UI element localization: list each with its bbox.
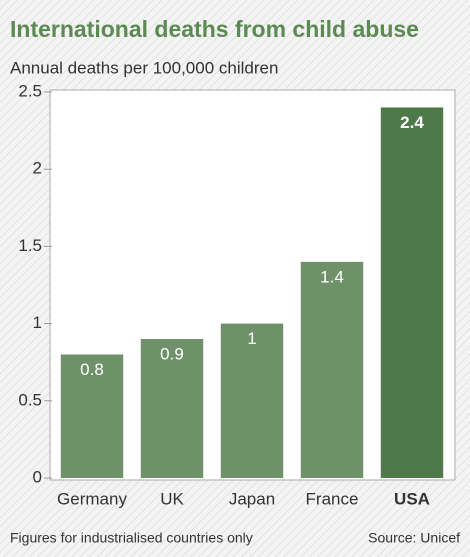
x-tick-label: UK bbox=[160, 489, 184, 508]
bar bbox=[60, 354, 124, 478]
x-tick-label: Japan bbox=[229, 489, 275, 508]
x-tick-label: France bbox=[306, 489, 359, 508]
value-label: 1.4 bbox=[320, 267, 344, 286]
source: Source: Unicef bbox=[368, 530, 460, 546]
bar bbox=[380, 107, 444, 478]
bar bbox=[220, 323, 284, 478]
y-tick-label: 0.5 bbox=[18, 390, 42, 409]
y-tick-label: 1.5 bbox=[18, 236, 42, 255]
footnote: Figures for industrialised countries onl… bbox=[10, 530, 253, 546]
value-label: 0.8 bbox=[80, 360, 104, 379]
value-label: 0.9 bbox=[160, 345, 184, 364]
x-tick-label: Germany bbox=[57, 489, 127, 508]
bar bbox=[140, 339, 204, 478]
chart-title: International deaths from child abuse bbox=[10, 16, 419, 42]
value-label: 2.4 bbox=[400, 113, 424, 132]
y-tick-label: 2 bbox=[33, 159, 42, 178]
y-tick-label: 0 bbox=[33, 467, 42, 486]
chart-subtitle: Annual deaths per 100,000 children bbox=[10, 58, 278, 77]
y-tick-label: 2.5 bbox=[18, 81, 42, 100]
x-tick-label: USA bbox=[394, 489, 430, 508]
y-tick-label: 1 bbox=[33, 313, 42, 332]
bar bbox=[300, 261, 364, 478]
value-label: 1 bbox=[247, 329, 256, 348]
